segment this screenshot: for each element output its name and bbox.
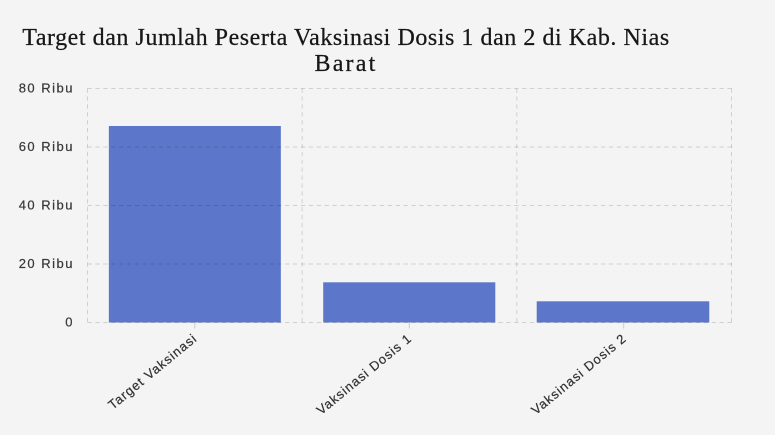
svg-text:40 Ribu: 40 Ribu — [19, 198, 74, 213]
svg-text:0: 0 — [65, 315, 74, 330]
svg-text:Vaksinasi Dosis 1: Vaksinasi Dosis 1 — [314, 331, 415, 418]
svg-text:20 Ribu: 20 Ribu — [19, 256, 74, 271]
svg-text:60 Ribu: 60 Ribu — [19, 139, 74, 154]
svg-text:80 Ribu: 80 Ribu — [19, 81, 74, 96]
svg-text:Target Vaksinasi: Target Vaksinasi — [105, 331, 200, 413]
svg-text:Vaksinasi Dosis 2: Vaksinasi Dosis 2 — [528, 331, 629, 418]
